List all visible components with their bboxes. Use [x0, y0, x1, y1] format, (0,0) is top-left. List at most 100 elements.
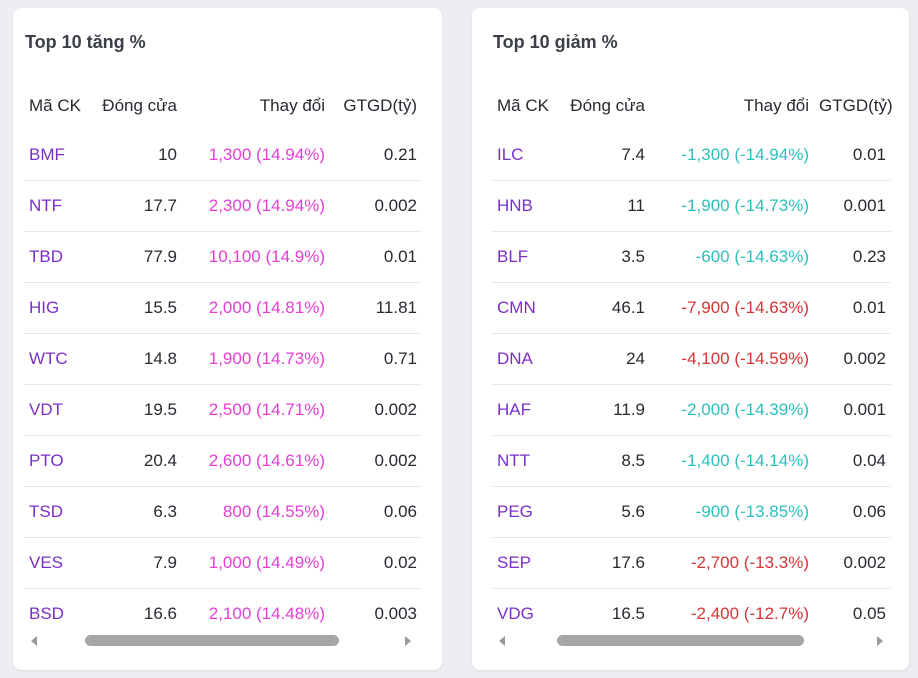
scrollbar-thumb[interactable] [557, 635, 804, 646]
table-row[interactable]: TBD 77.9 10,100 (14.9%) 0.01 [24, 231, 422, 283]
table-row[interactable]: DNA 24 -4,100 (-14.59%) 0.002 [492, 333, 891, 385]
table-row[interactable]: ILC 7.4 -1,300 (-14.94%) 0.01 [492, 130, 891, 181]
price-change: 10,100 (14.9%) [182, 231, 330, 283]
price-change: -2,700 (-13.3%) [650, 537, 814, 589]
price-change: 800 (14.55%) [182, 486, 330, 538]
scrollbar-thumb[interactable] [85, 635, 339, 646]
column-header-close[interactable]: Đóng cửa [102, 96, 177, 115]
trade-value: 0.01 [814, 282, 891, 334]
close-price: 7.4 [558, 130, 650, 181]
horizontal-scrollbar[interactable] [27, 634, 415, 648]
stock-code[interactable]: HNB [492, 180, 558, 232]
trade-value: 0.001 [814, 180, 891, 232]
trade-value: 0.001 [814, 384, 891, 436]
stock-code[interactable]: DNA [492, 333, 558, 385]
table-row[interactable]: HIG 15.5 2,000 (14.81%) 11.81 [24, 282, 422, 334]
trade-value: 0.002 [330, 384, 422, 436]
price-change: 1,900 (14.73%) [182, 333, 330, 385]
price-change: 2,300 (14.94%) [182, 180, 330, 232]
trade-value: 0.01 [814, 130, 891, 181]
trade-value: 0.002 [814, 333, 891, 385]
top-gainers-card: Top 10 tăng % Mã CK Đóng cửa Thay đổi GT… [13, 8, 442, 670]
table-row[interactable]: WTC 14.8 1,900 (14.73%) 0.71 [24, 333, 422, 385]
close-price: 24 [558, 333, 650, 385]
stock-code[interactable]: HIG [24, 282, 90, 334]
table-row[interactable]: NTT 8.5 -1,400 (-14.14%) 0.04 [492, 435, 891, 487]
trade-value: 0.04 [814, 435, 891, 487]
table-row[interactable]: HNB 11 -1,900 (-14.73%) 0.001 [492, 180, 891, 232]
close-price: 46.1 [558, 282, 650, 334]
stock-code[interactable]: VDT [24, 384, 90, 436]
table-row[interactable]: HAF 11.9 -2,000 (-14.39%) 0.001 [492, 384, 891, 436]
table-row[interactable]: BSD 16.6 2,100 (14.48%) 0.003 [24, 589, 422, 640]
triangle-left-icon[interactable] [31, 636, 37, 646]
column-header-value[interactable]: GTGD(tỷ) [819, 96, 893, 115]
stock-code[interactable]: TSD [24, 486, 90, 538]
close-price: 77.9 [90, 231, 182, 283]
table-row[interactable]: SEP 17.6 -2,700 (-13.3%) 0.002 [492, 537, 891, 589]
close-price: 17.6 [558, 537, 650, 589]
close-price: 5.6 [558, 486, 650, 538]
table-row[interactable]: PTO 20.4 2,600 (14.61%) 0.002 [24, 435, 422, 487]
column-header-code[interactable]: Mã CK [29, 96, 81, 115]
stock-code[interactable]: HAF [492, 384, 558, 436]
table-row[interactable]: TSD 6.3 800 (14.55%) 0.06 [24, 486, 422, 538]
column-header-value[interactable]: GTGD(tỷ) [343, 96, 417, 115]
stock-code[interactable]: CMN [492, 282, 558, 334]
trade-value: 0.71 [330, 333, 422, 385]
price-change: -1,300 (-14.94%) [650, 130, 814, 181]
price-change: 1,300 (14.94%) [182, 130, 330, 181]
stock-code[interactable]: VDG [497, 604, 534, 623]
stock-code[interactable]: NTT [492, 435, 558, 487]
stock-code[interactable]: PTO [24, 435, 90, 487]
price-change: 2,500 (14.71%) [182, 384, 330, 436]
column-header-change[interactable]: Thay đổi [743, 96, 809, 115]
gainers-table: Mã CK Đóng cửa Thay đổi GTGD(tỷ) BMF 10 1,… [24, 82, 422, 639]
table-header-row: Mã CK Đóng cửa Thay đổi GTGD(tỷ) [492, 82, 893, 130]
close-price: 14.8 [90, 333, 182, 385]
table-header-row: Mã CK Đóng cửa Thay đổi GTGD(tỷ) [24, 82, 422, 130]
close-price: 3.5 [558, 231, 650, 283]
stock-code[interactable]: BSD [29, 604, 64, 623]
triangle-right-icon[interactable] [877, 636, 883, 646]
stock-code[interactable]: SEP [492, 537, 558, 589]
stock-code[interactable]: BLF [492, 231, 558, 283]
stock-code[interactable]: BMF [24, 130, 90, 181]
price-change: 2,600 (14.61%) [182, 435, 330, 487]
stock-code[interactable]: PEG [492, 486, 558, 538]
table-row[interactable]: VDT 19.5 2,500 (14.71%) 0.002 [24, 384, 422, 436]
table-row[interactable]: BMF 10 1,300 (14.94%) 0.21 [24, 130, 422, 181]
table-row[interactable]: PEG 5.6 -900 (-13.85%) 0.06 [492, 486, 891, 538]
price-change: -900 (-13.85%) [650, 486, 814, 538]
triangle-right-icon[interactable] [405, 636, 411, 646]
column-header-code[interactable]: Mã CK [497, 96, 549, 115]
trade-value: 11.81 [330, 282, 422, 334]
table-row[interactable]: NTF 17.7 2,300 (14.94%) 0.002 [24, 180, 422, 232]
table-row[interactable]: VDG 16.5 -2,400 (-12.7%) 0.05 [492, 589, 891, 640]
trade-value: 0.01 [330, 231, 422, 283]
close-price: 16.5 [611, 604, 645, 623]
table-row[interactable]: CMN 46.1 -7,900 (-14.63%) 0.01 [492, 282, 891, 334]
triangle-left-icon[interactable] [499, 636, 505, 646]
stock-code[interactable]: WTC [24, 333, 90, 385]
close-price: 11.9 [558, 384, 650, 436]
stock-code[interactable]: VES [24, 537, 90, 589]
price-change: -7,900 (-14.63%) [650, 282, 814, 334]
trade-value: 0.002 [814, 537, 891, 589]
price-change: -1,900 (-14.73%) [650, 180, 814, 232]
close-price: 15.5 [90, 282, 182, 334]
table-row[interactable]: VES 7.9 1,000 (14.49%) 0.02 [24, 537, 422, 589]
stock-code[interactable]: TBD [24, 231, 90, 283]
close-price: 10 [90, 130, 182, 181]
trade-value: 0.21 [330, 130, 422, 181]
table-row[interactable]: BLF 3.5 -600 (-14.63%) 0.23 [492, 231, 891, 283]
trade-value: 0.06 [814, 486, 891, 538]
stock-code[interactable]: NTF [24, 180, 90, 232]
horizontal-scrollbar[interactable] [495, 634, 887, 648]
stock-code[interactable]: ILC [492, 130, 558, 181]
price-change: -2,000 (-14.39%) [650, 384, 814, 436]
trade-value: 0.002 [330, 435, 422, 487]
column-header-close[interactable]: Đóng cửa [570, 96, 645, 115]
close-price: 8.5 [558, 435, 650, 487]
column-header-change[interactable]: Thay đổi [259, 96, 325, 115]
